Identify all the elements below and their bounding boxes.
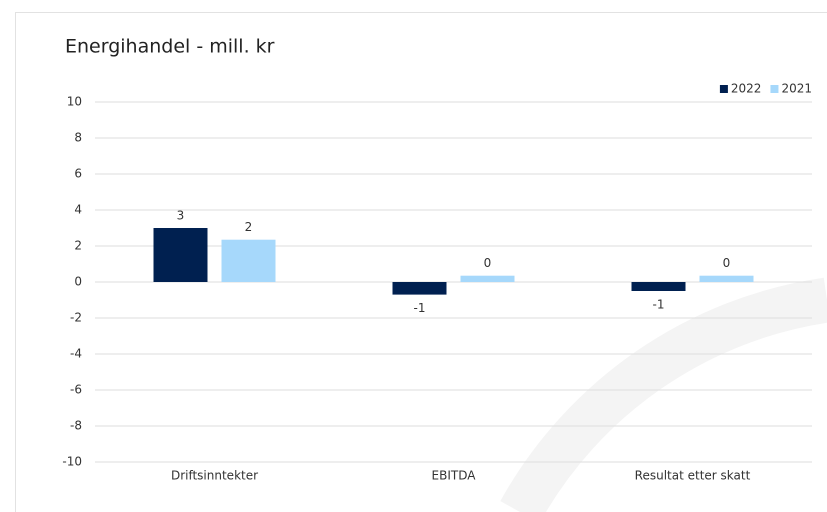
data-label: -1 [653,298,665,312]
data-label: 0 [723,256,731,270]
data-label: 2 [245,220,253,234]
legend-swatch [770,85,779,93]
y-tick-label: 4 [74,203,82,217]
bar [460,275,515,282]
y-tick-label: -4 [70,347,82,361]
bar [221,239,276,282]
y-tick-label: 8 [74,131,82,145]
data-label: 0 [484,256,492,270]
bar [392,282,447,295]
y-tick-label: -10 [62,455,82,469]
data-label: 3 [177,209,185,223]
y-tick-label: 10 [67,95,82,109]
y-tick-label: -8 [70,419,82,433]
x-tick-label: Driftsinntekter [171,469,258,483]
x-tick-label: Resultat etter skatt [635,469,751,483]
legend-swatch [719,85,728,93]
legend-label: 2021 [781,82,812,96]
legend-label: 2022 [731,82,762,96]
decoration [500,277,827,512]
y-tick-label: 0 [74,275,82,289]
x-tick-label: EBITDA [432,469,477,483]
data-label: -1 [414,301,426,315]
y-tick-label: -2 [70,311,82,325]
chart-title: Energihandel - mill. kr [65,36,275,58]
y-tick-label: -6 [70,383,82,397]
bar [699,275,754,282]
bar [631,282,686,291]
bar [153,228,208,282]
y-tick-label: 2 [74,239,82,253]
frame [15,12,827,512]
y-tick-label: 6 [74,167,82,181]
